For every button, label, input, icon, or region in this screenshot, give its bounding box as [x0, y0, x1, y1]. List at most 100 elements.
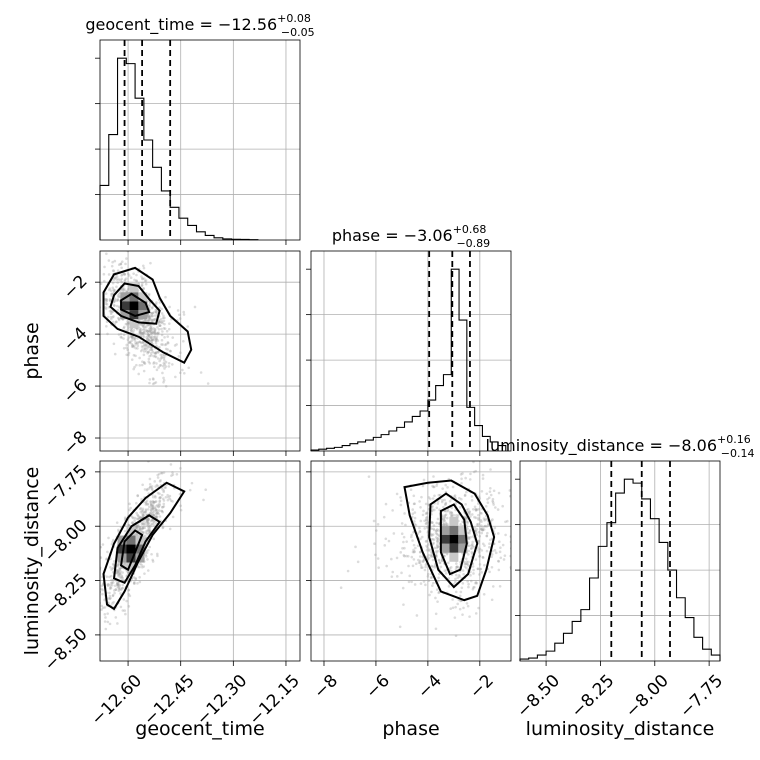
scatter-point: [432, 538, 436, 541]
scatter-point: [142, 335, 146, 338]
scatter-point: [164, 495, 168, 499]
scatter-point: [125, 257, 128, 260]
scatter-point: [453, 494, 457, 497]
scatter-point: [162, 453, 165, 456]
scatter-point: [163, 367, 166, 370]
scatter-point: [473, 505, 477, 509]
scatter-point: [135, 363, 138, 367]
scatter-point: [145, 499, 149, 503]
scatter-point: [504, 533, 507, 537]
scatter-point: [148, 316, 152, 319]
scatter-point: [147, 360, 151, 363]
scatter-point: [121, 609, 125, 612]
scatter-point: [178, 492, 182, 496]
scatter-point: [111, 281, 115, 285]
scatter-point: [475, 527, 479, 531]
scatter-point: [447, 577, 451, 580]
scatter-point: [168, 322, 171, 325]
scatter-point: [179, 504, 182, 508]
scatter-point: [81, 570, 84, 573]
scatter-point: [109, 289, 113, 292]
scatter-point: [465, 508, 469, 512]
scatter-point: [410, 533, 413, 537]
scatter-point: [424, 565, 427, 569]
scatter-point: [141, 521, 144, 525]
scatter-point: [471, 540, 474, 544]
scatter-point: [117, 318, 121, 322]
scatter-point: [458, 594, 462, 598]
scatter-point: [110, 292, 114, 295]
scatter-point: [399, 551, 403, 554]
scatter-point: [444, 509, 448, 513]
scatter-point: [158, 359, 161, 363]
scatter-point: [411, 564, 415, 568]
scatter-point: [151, 350, 155, 354]
scatter-point: [460, 481, 463, 485]
scatter-point: [460, 452, 463, 455]
scatter-point: [144, 555, 148, 558]
scatter-point: [483, 519, 486, 522]
scatter-point: [484, 524, 487, 528]
scatter-point: [106, 332, 109, 336]
scatter-point: [383, 544, 387, 547]
scatter-point: [149, 326, 152, 330]
scatter-point: [154, 515, 158, 518]
scatter-point: [478, 573, 481, 576]
grid-lines: [311, 251, 511, 451]
scatter-point: [498, 584, 502, 588]
scatter-point: [462, 572, 465, 576]
scatter-point: [158, 306, 161, 309]
scatter-point: [456, 576, 460, 580]
scatter-point: [117, 574, 120, 578]
scatter-point: [122, 288, 126, 292]
scatter-point: [121, 571, 124, 574]
scatter-point: [149, 340, 152, 343]
scatter-point: [464, 503, 467, 506]
scatter-point: [126, 321, 130, 325]
scatter-point: [468, 512, 472, 516]
scatter-point: [150, 487, 154, 490]
scatter-point: [114, 588, 118, 591]
scatter-point: [503, 554, 507, 557]
scatter-point: [127, 524, 130, 527]
grid-lines: [520, 461, 720, 661]
scatter-point: [150, 318, 153, 322]
scatter-point: [431, 537, 435, 541]
scatter-point: [133, 582, 136, 585]
scatter-point: [140, 527, 144, 530]
scatter-point: [104, 306, 107, 309]
scatter-point: [116, 298, 120, 301]
scatter-point: [117, 305, 121, 308]
scatter-point: [400, 571, 403, 575]
scatter-point: [436, 537, 440, 540]
y-tick-label-luminosity_distance: −8.50: [41, 624, 92, 675]
scatter-point: [151, 511, 155, 514]
scatter-point: [436, 545, 440, 549]
scatter-point: [147, 292, 151, 296]
scatter-point: [490, 553, 494, 556]
scatter-point: [105, 297, 109, 301]
scatter-point: [418, 530, 422, 533]
scatter-point: [426, 520, 429, 524]
scatter-point: [120, 277, 124, 281]
scatter-point: [134, 354, 137, 358]
scatter-point: [147, 318, 150, 322]
scatter-point: [138, 515, 141, 519]
scatter-point: [435, 546, 439, 550]
scatter-point: [116, 583, 119, 587]
scatter-point: [116, 308, 120, 312]
scatter-point: [116, 281, 120, 284]
scatter-point: [154, 332, 157, 336]
scatter-point: [127, 588, 130, 592]
scatter-point: [367, 475, 371, 478]
scatter-point: [130, 521, 134, 525]
scatter-point: [157, 331, 160, 335]
scatter-point: [430, 555, 433, 558]
scatter-point: [146, 507, 150, 511]
density-cell: [458, 534, 468, 544]
scatter-point: [134, 576, 138, 580]
scatter-point: [402, 540, 405, 544]
scatter-point: [179, 508, 183, 512]
scatter-point: [430, 527, 433, 530]
scatter-point: [143, 572, 146, 575]
